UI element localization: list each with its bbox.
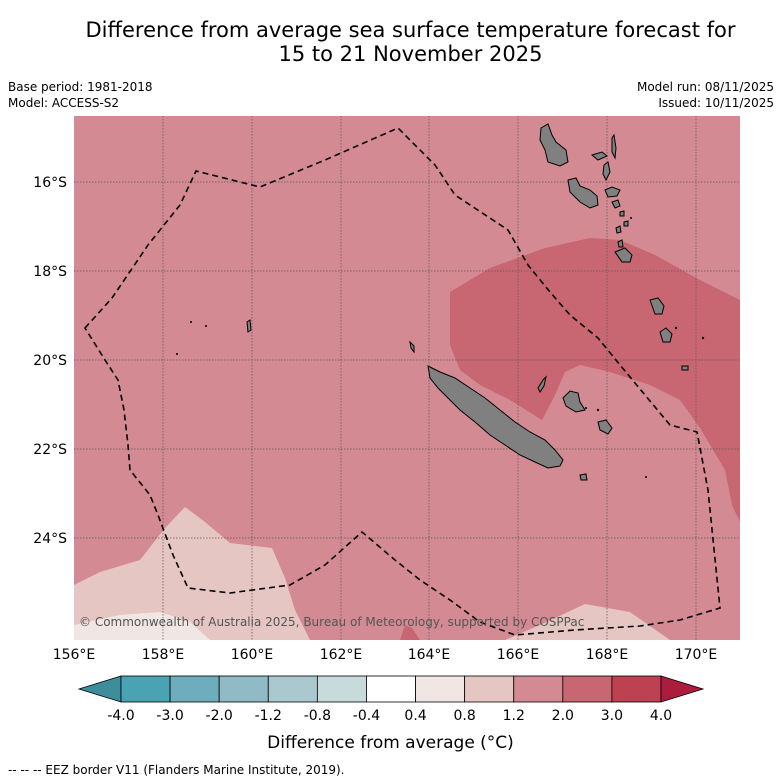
- lat-label: 24°S: [33, 531, 67, 547]
- colorbar-segment: [218, 675, 269, 703]
- ambrym: [602, 161, 611, 182]
- model-name: Model: ACCESS-S2: [8, 96, 120, 110]
- lon-label: 162°E: [320, 647, 363, 663]
- meta-right: Model run: 08/11/2025 Issued: 10/11/2025: [637, 79, 774, 111]
- base-period: Base period: 1981-2018: [8, 80, 153, 94]
- lon-label: 156°E: [53, 647, 96, 663]
- colorbar-tick-label: 2.0: [552, 708, 574, 724]
- lon-label: 170°E: [675, 647, 718, 663]
- islet-dot: [645, 476, 647, 478]
- islet-dot: [585, 407, 587, 409]
- map-title: Difference from average sea surface temp…: [0, 18, 781, 66]
- islet-dot: [674, 326, 678, 330]
- lon-label: 160°E: [231, 647, 274, 663]
- lon-label: 166°E: [497, 647, 540, 663]
- colorbar-tick-label: 3.0: [601, 708, 623, 724]
- colorbar-tick-label: 0.4: [404, 708, 426, 724]
- eez-border: [84, 127, 721, 636]
- malakula: [567, 177, 599, 209]
- colorbar-segment: [513, 675, 564, 703]
- colorbar-segment: [120, 675, 171, 703]
- loyalty-island-1: [562, 390, 586, 413]
- shepherd-islet: [619, 210, 625, 217]
- map-field: © Commonwealth of Australia 2025, Bureau…: [74, 116, 740, 640]
- anomaly-cool-patch-se: [505, 604, 670, 640]
- tanna-south: [617, 239, 624, 248]
- anomaly-warm-bump: [400, 625, 420, 640]
- colorbar-segment: [267, 675, 318, 703]
- lat-label: 18°S: [33, 264, 67, 280]
- lat-label: 16°S: [33, 175, 67, 191]
- maewo-pentecost: [611, 133, 617, 160]
- model-run: Model run: 08/11/2025: [636, 80, 774, 94]
- colorbar-tick-label: -1.2: [255, 708, 282, 724]
- colorbar-tick-label: -4.0: [107, 708, 134, 724]
- isle-of-pines: [579, 473, 588, 481]
- islet-dot: [701, 336, 705, 340]
- ouvea-island: [537, 375, 547, 393]
- colorbar-tick-label: 1.2: [503, 708, 525, 724]
- copyright-text: © Commonwealth of Australia 2025, Bureau…: [79, 615, 584, 629]
- anomaly-cool-patch-sw: [74, 507, 310, 640]
- colorbar-segment: [415, 675, 466, 703]
- lon-label: 158°E: [142, 647, 185, 663]
- erromango: [615, 225, 622, 234]
- efate: [611, 199, 621, 209]
- lon-label: 168°E: [586, 647, 629, 663]
- colorbar-ticks: -4.0 -3.0 -2.0 -1.2 -0.8 -0.4 0.4 0.8 1.2 2.0 3.0 4…: [107, 708, 672, 724]
- lat-labels: 16°S 18°S 20°S 22°S 24°S: [33, 175, 67, 547]
- title-line-1: Difference from average sea surface temp…: [85, 18, 736, 42]
- colorbar: [77, 675, 705, 703]
- colorbar-tick-label: -2.0: [206, 708, 233, 724]
- epi: [604, 186, 621, 198]
- graticule: [74, 116, 740, 640]
- colorbar-tick-label: -0.8: [304, 708, 331, 724]
- colorbar-tick-label: -0.4: [353, 708, 380, 724]
- islet-dot: [596, 408, 600, 412]
- islet-dot: [630, 217, 632, 219]
- issued-date: Issued: 10/11/2025: [658, 96, 774, 110]
- lon-label: 164°E: [408, 647, 451, 663]
- chesterfield-islet: [246, 319, 252, 333]
- belep-islet: [409, 340, 415, 354]
- colorbar-tick-label: 0.8: [454, 708, 476, 724]
- colorbar-segment: [562, 675, 613, 703]
- colorbar-extend-high: [660, 675, 705, 703]
- colorbar-label: Difference from average (°C): [267, 733, 514, 753]
- ambae: [590, 151, 608, 161]
- eez-credit: -- -- -- EEZ border V11 (Flanders Marine…: [8, 763, 345, 777]
- matthew-island: [681, 365, 689, 371]
- anomaly-light-patch: [74, 612, 210, 640]
- islet-dot: [205, 325, 207, 327]
- tanna: [614, 247, 633, 263]
- colorbar-tick-label: -3.0: [156, 708, 183, 724]
- efate-south: [623, 220, 629, 227]
- meta-left: Base period: 1981-2018 Model: ACCESS-S2: [8, 79, 153, 111]
- loyalty-island-2: [597, 419, 613, 435]
- colorbar-segment: [316, 675, 367, 703]
- land: [246, 123, 689, 481]
- colorbar-extend-low: [77, 675, 122, 703]
- colorbar-segment: [366, 675, 416, 703]
- new-caledonia-island: [427, 365, 564, 469]
- colorbar-segment: [464, 675, 515, 703]
- colorbar-tick-label: 4.0: [650, 708, 672, 724]
- lat-label: 22°S: [33, 442, 67, 458]
- hunter-island: [649, 297, 665, 315]
- islet-dot: [176, 353, 178, 355]
- lon-labels: 156°E 158°E 160°E 162°E 164°E 166°E 168°…: [53, 647, 718, 663]
- anomaly-warm-patch: [450, 238, 740, 522]
- aneityum: [659, 327, 673, 343]
- colorbar-segment: [169, 675, 220, 703]
- islet-dot: [190, 321, 192, 323]
- colorbar-segment: [611, 675, 662, 703]
- espiritu-santo: [539, 123, 569, 167]
- tiny-islets: [176, 217, 705, 478]
- title-line-2: 15 to 21 November 2025: [278, 42, 543, 66]
- lat-label: 20°S: [33, 353, 67, 369]
